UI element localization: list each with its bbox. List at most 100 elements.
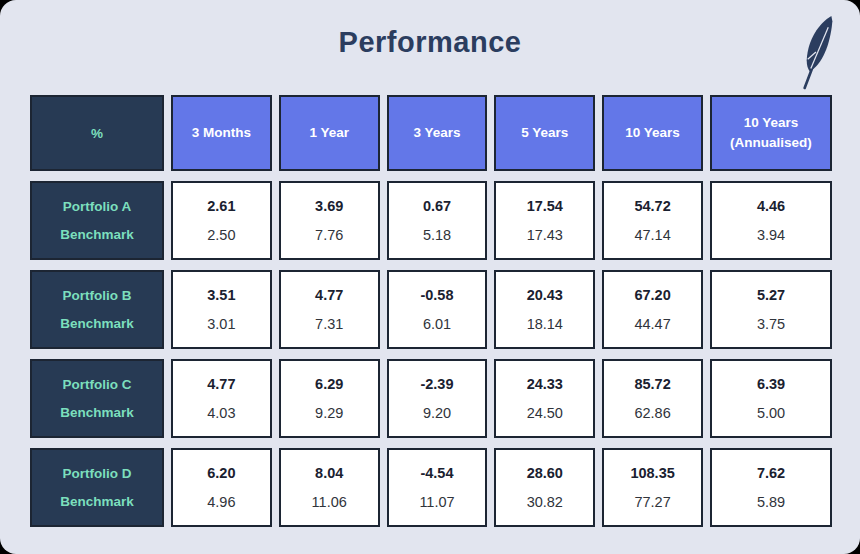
value-cell: 2.61 2.50 bbox=[171, 181, 272, 260]
benchmark-label: Benchmark bbox=[60, 227, 134, 242]
benchmark-value: 11.07 bbox=[419, 494, 454, 510]
value-cell: 28.60 30.82 bbox=[494, 448, 595, 527]
row-label-portfolio-a: Portfolio A Benchmark bbox=[30, 181, 164, 260]
benchmark-value: 5.18 bbox=[423, 227, 451, 243]
value-cell: 8.04 11.06 bbox=[279, 448, 380, 527]
benchmark-value: 2.50 bbox=[207, 227, 235, 243]
portfolio-value: 54.72 bbox=[634, 198, 670, 214]
header-cell-10-years-annualised: 10 Years (Annualised) bbox=[710, 95, 832, 171]
row-label-portfolio-b: Portfolio B Benchmark bbox=[30, 270, 164, 349]
header-label: 10 Years (Annualised) bbox=[718, 113, 824, 152]
portfolio-value: -4.54 bbox=[420, 465, 453, 481]
portfolio-value: 8.04 bbox=[315, 465, 343, 481]
benchmark-label: Benchmark bbox=[60, 316, 134, 331]
performance-card: Performance % 3 Months 1 Year 3 Years 5 … bbox=[0, 0, 860, 554]
portfolio-value: 0.67 bbox=[423, 198, 451, 214]
value-cell: 6.29 9.29 bbox=[279, 359, 380, 438]
value-cell: 4.46 3.94 bbox=[710, 181, 832, 260]
value-cell: 7.62 5.89 bbox=[710, 448, 832, 527]
value-cell: 3.51 3.01 bbox=[171, 270, 272, 349]
value-cell: 85.72 62.86 bbox=[602, 359, 703, 438]
portfolio-value: 85.72 bbox=[634, 376, 670, 392]
performance-table: % 3 Months 1 Year 3 Years 5 Years 10 Yea… bbox=[30, 95, 832, 527]
benchmark-value: 6.01 bbox=[423, 316, 451, 332]
portfolio-value: 6.39 bbox=[757, 376, 785, 392]
portfolio-value: 2.61 bbox=[207, 198, 235, 214]
header-cell-percent: % bbox=[30, 95, 164, 171]
portfolio-value: 17.54 bbox=[527, 198, 563, 214]
portfolio-value: 3.51 bbox=[207, 287, 235, 303]
value-cell: -0.58 6.01 bbox=[387, 270, 488, 349]
value-cell: 5.27 3.75 bbox=[710, 270, 832, 349]
portfolio-value: 6.29 bbox=[315, 376, 343, 392]
portfolio-value: 20.43 bbox=[527, 287, 563, 303]
portfolio-value: 108.35 bbox=[630, 465, 674, 481]
benchmark-value: 9.29 bbox=[315, 405, 343, 421]
benchmark-value: 5.89 bbox=[757, 494, 785, 510]
value-cell: 108.35 77.27 bbox=[602, 448, 703, 527]
header-cell-3-months: 3 Months bbox=[171, 95, 272, 171]
portfolio-value: 4.77 bbox=[315, 287, 343, 303]
value-cell: -4.54 11.07 bbox=[387, 448, 488, 527]
page-title: Performance bbox=[0, 0, 860, 59]
portfolio-value: 7.62 bbox=[757, 465, 785, 481]
header-cell-3-years: 3 Years bbox=[387, 95, 488, 171]
value-cell: 0.67 5.18 bbox=[387, 181, 488, 260]
header-cell-5-years: 5 Years bbox=[494, 95, 595, 171]
value-cell: 6.20 4.96 bbox=[171, 448, 272, 527]
benchmark-label: Benchmark bbox=[60, 494, 134, 509]
benchmark-value: 7.76 bbox=[315, 227, 343, 243]
value-cell: 4.77 4.03 bbox=[171, 359, 272, 438]
portfolio-value: 6.20 bbox=[207, 465, 235, 481]
benchmark-value: 30.82 bbox=[527, 494, 563, 510]
row-label-portfolio-d: Portfolio D Benchmark bbox=[30, 448, 164, 527]
benchmark-value: 11.06 bbox=[312, 494, 347, 510]
header-label: 10 Years bbox=[625, 123, 680, 143]
benchmark-value: 4.03 bbox=[207, 405, 235, 421]
benchmark-value: 3.75 bbox=[757, 316, 785, 332]
benchmark-value: 77.27 bbox=[634, 494, 670, 510]
header-label: 3 Months bbox=[192, 123, 251, 143]
benchmark-value: 44.47 bbox=[634, 316, 670, 332]
value-cell: 20.43 18.14 bbox=[494, 270, 595, 349]
header-label: 1 Year bbox=[309, 123, 349, 143]
portfolio-value: -0.58 bbox=[420, 287, 453, 303]
portfolio-value: 4.46 bbox=[757, 198, 785, 214]
header-label: 5 Years bbox=[521, 123, 568, 143]
value-cell: 4.77 7.31 bbox=[279, 270, 380, 349]
portfolio-value: 5.27 bbox=[757, 287, 785, 303]
portfolio-label: Portfolio A bbox=[63, 199, 132, 214]
benchmark-value: 62.86 bbox=[634, 405, 670, 421]
header-cell-10-years: 10 Years bbox=[602, 95, 703, 171]
portfolio-value: 67.20 bbox=[634, 287, 670, 303]
benchmark-value: 9.20 bbox=[423, 405, 451, 421]
value-cell: 54.72 47.14 bbox=[602, 181, 703, 260]
benchmark-value: 3.94 bbox=[757, 227, 785, 243]
portfolio-value: 28.60 bbox=[527, 465, 563, 481]
value-cell: 67.20 44.47 bbox=[602, 270, 703, 349]
benchmark-value: 5.00 bbox=[757, 405, 785, 421]
portfolio-value: 24.33 bbox=[527, 376, 563, 392]
benchmark-value: 47.14 bbox=[634, 227, 670, 243]
feather-icon bbox=[798, 14, 838, 90]
portfolio-value: -2.39 bbox=[420, 376, 453, 392]
portfolio-value: 3.69 bbox=[315, 198, 343, 214]
value-cell: -2.39 9.20 bbox=[387, 359, 488, 438]
header-label: % bbox=[91, 126, 103, 141]
benchmark-value: 4.96 bbox=[207, 494, 235, 510]
header-label: 3 Years bbox=[413, 123, 460, 143]
benchmark-value: 17.43 bbox=[527, 227, 563, 243]
portfolio-label: Portfolio D bbox=[63, 466, 132, 481]
benchmark-value: 18.14 bbox=[527, 316, 563, 332]
portfolio-label: Portfolio C bbox=[63, 377, 132, 392]
portfolio-value: 4.77 bbox=[207, 376, 235, 392]
value-cell: 6.39 5.00 bbox=[710, 359, 832, 438]
row-label-portfolio-c: Portfolio C Benchmark bbox=[30, 359, 164, 438]
header-cell-1-year: 1 Year bbox=[279, 95, 380, 171]
value-cell: 3.69 7.76 bbox=[279, 181, 380, 260]
value-cell: 24.33 24.50 bbox=[494, 359, 595, 438]
benchmark-value: 3.01 bbox=[207, 316, 235, 332]
benchmark-value: 7.31 bbox=[315, 316, 343, 332]
benchmark-value: 24.50 bbox=[527, 405, 563, 421]
benchmark-label: Benchmark bbox=[60, 405, 134, 420]
